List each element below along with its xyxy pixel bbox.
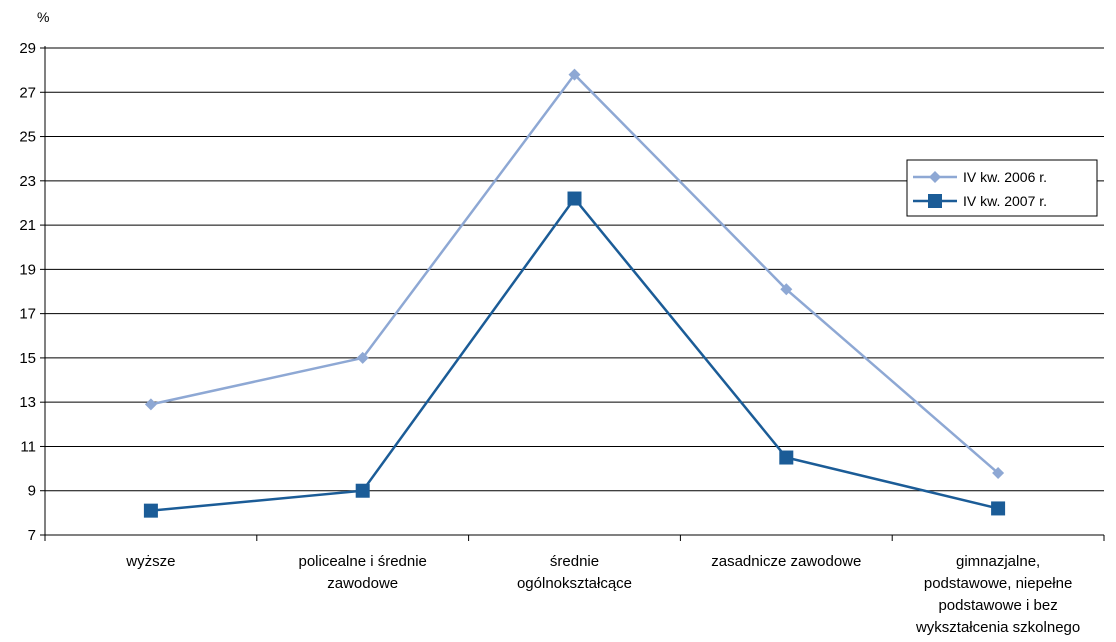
diamond-marker [356,351,369,364]
x-tick-label: policealne i średnie [298,553,426,570]
axis-labels: 7 9 11 13 15 17 19 21 23 25 27 29% wyższe policealne … [19,9,1080,636]
legend-item: IV kw. 2007 r. [913,193,1047,209]
series-2 [143,191,1006,518]
y-axis-unit: % [37,9,49,25]
square-marker [991,501,1006,516]
legend-label: IV kw. 2007 r. [963,193,1047,209]
diamond-marker [568,68,581,81]
y-tick-label: 23 [19,173,36,190]
diamond-marker [992,467,1005,480]
y-tick-label: 11 [20,438,36,455]
x-tick-label: ogólnokształcące [517,575,632,592]
x-tick-label: wykształcenia szkolnego [915,619,1080,636]
diamond-marker [929,171,941,183]
square-marker [779,450,794,465]
y-tick-label: 29 [19,40,36,57]
x-tick-label: zasadnicze zawodowe [711,553,861,570]
x-tick-label: zawodowe [327,575,398,592]
y-tick-label: 21 [19,217,36,234]
diamond-marker [780,283,793,296]
series-line [150,72,999,474]
x-tick-label: gimnazjalne, [956,553,1040,570]
y-tick-label: 27 [19,84,36,101]
x-tick-label: podstawowe i bez [938,597,1057,614]
x-tick-label: średnie [550,553,599,570]
series-1 [144,68,1005,480]
y-tick-label: 15 [19,350,36,367]
square-marker [355,483,370,498]
diamond-marker [144,398,157,411]
y-tick-label: 13 [19,394,36,411]
square-marker [928,194,942,208]
x-tick-label: podstawowe, niepełne [924,575,1072,592]
axes [40,46,1105,541]
gridlines [45,47,1104,492]
series-lines [143,68,1006,518]
y-tick-label: 7 [28,527,36,544]
y-tick-label: 17 [19,306,36,323]
series-line [150,196,999,512]
y-tick-label: 19 [19,261,36,278]
square-marker [567,191,582,206]
y-tick-label: 25 [19,129,36,146]
x-tick-label: wyższe [125,553,175,570]
y-tick-label: 9 [28,483,36,500]
legend: IV kw. 2006 r. IV kw. 2007 r. [906,159,1098,217]
legend-item: IV kw. 2006 r. [913,169,1047,185]
square-marker [143,503,158,518]
legend-label: IV kw. 2006 r. [963,169,1047,185]
